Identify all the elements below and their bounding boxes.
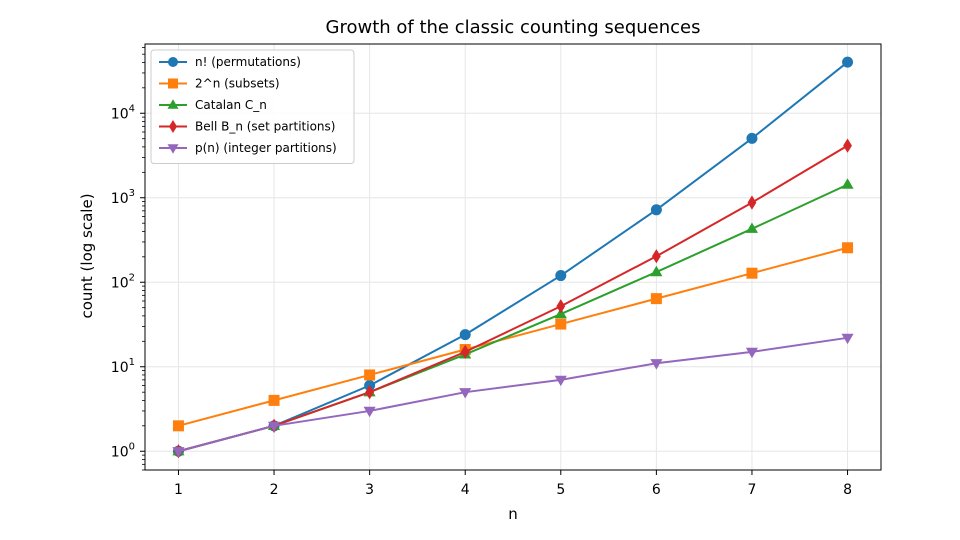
legend: n! (permutations) 2^n (subsets) Catalan C_… (150, 49, 355, 164)
x-tick-label: 8 (843, 482, 852, 498)
chart-title: Growth of the classic counting sequences (326, 17, 701, 38)
marker-square (364, 369, 376, 381)
x-tick-label: 2 (270, 482, 279, 498)
y-tick-label: 104 (111, 103, 135, 122)
y-tick-base: 10 (111, 360, 129, 376)
marker-triangle-down (267, 421, 281, 433)
marker-triangle-down (841, 333, 854, 345)
marker-circle (168, 57, 178, 67)
marker-triangle-down (554, 375, 567, 387)
marker-triangle-up (650, 265, 663, 277)
y-tick-label: 101 (111, 357, 135, 376)
series-line (178, 61, 849, 453)
x-axis-label: n (508, 505, 518, 523)
y-tick-exponent: 3 (129, 188, 135, 199)
x-tick-label: 5 (556, 482, 565, 498)
marker-square (172, 420, 184, 432)
marker-circle (746, 132, 758, 144)
legend-label: Bell B_n (set partitions) (195, 120, 335, 134)
marker-square (746, 267, 758, 279)
y-tick-label: 103 (111, 188, 135, 207)
legend-label: Catalan C_n (195, 98, 267, 112)
y-tick-base: 10 (111, 106, 129, 122)
marker-square (842, 242, 854, 254)
x-tick-label: 7 (748, 482, 757, 498)
marker-diamond (169, 120, 177, 133)
series-line (178, 336, 848, 453)
legend-entry: 2^n (subsets) (159, 77, 280, 91)
marker-triangle-down (745, 347, 759, 359)
marker-triangle-up (167, 99, 179, 109)
y-tick-exponent: 4 (129, 103, 135, 114)
legend-box (150, 49, 355, 164)
legend-label: n! (permutations) (195, 55, 301, 69)
y-tick-base: 10 (111, 275, 129, 291)
marker-circle (555, 270, 567, 282)
legend-entry: Bell B_n (set partitions) (159, 120, 335, 134)
marker-square (555, 318, 567, 330)
x-tick-label: 6 (652, 482, 661, 498)
x-tick-label: 1 (174, 482, 183, 498)
marker-diamond (747, 195, 757, 210)
x-tick-label: 4 (461, 482, 470, 498)
marker-square (650, 293, 662, 305)
marker-circle (842, 56, 854, 68)
marker-diamond (556, 299, 566, 314)
marker-diamond (365, 385, 375, 400)
x-tick-label: 3 (365, 482, 374, 498)
y-tick-exponent: 2 (129, 272, 135, 283)
marker-triangle-up (841, 178, 854, 189)
legend-label: 2^n (subsets) (195, 77, 280, 91)
y-tick-label: 102 (111, 272, 135, 291)
legend-entry: p(n) (integer partitions) (159, 141, 337, 155)
marker-diamond (460, 344, 470, 360)
legend-entry: n! (permutations) (159, 55, 301, 69)
marker-circle (650, 204, 662, 216)
marker-triangle-down (167, 144, 179, 154)
marker-triangle-down (363, 406, 376, 418)
y-tick-base: 10 (111, 444, 129, 460)
legend-entry: Catalan C_n (159, 98, 267, 112)
marker-square (168, 78, 178, 89)
y-tick-base: 10 (111, 191, 129, 207)
marker-triangle-down (172, 447, 185, 458)
series-line (178, 246, 848, 427)
y-axis-label: count (log scale) (78, 193, 96, 318)
marker-diamond (651, 249, 661, 264)
y-tick-exponent: 1 (129, 357, 135, 368)
marker-triangle-down (459, 388, 472, 399)
plot-series (172, 56, 854, 459)
marker-square (268, 394, 280, 406)
series-line (178, 144, 849, 453)
y-tick-label: 100 (111, 441, 135, 460)
marker-triangle-up (745, 222, 759, 233)
marker-triangle-down (650, 359, 663, 370)
y-tick-exponent: 0 (129, 441, 135, 452)
marker-diamond (843, 138, 852, 153)
series-4 (172, 333, 854, 458)
marker-circle (459, 329, 471, 341)
legend-label: p(n) (integer partitions) (195, 141, 337, 155)
